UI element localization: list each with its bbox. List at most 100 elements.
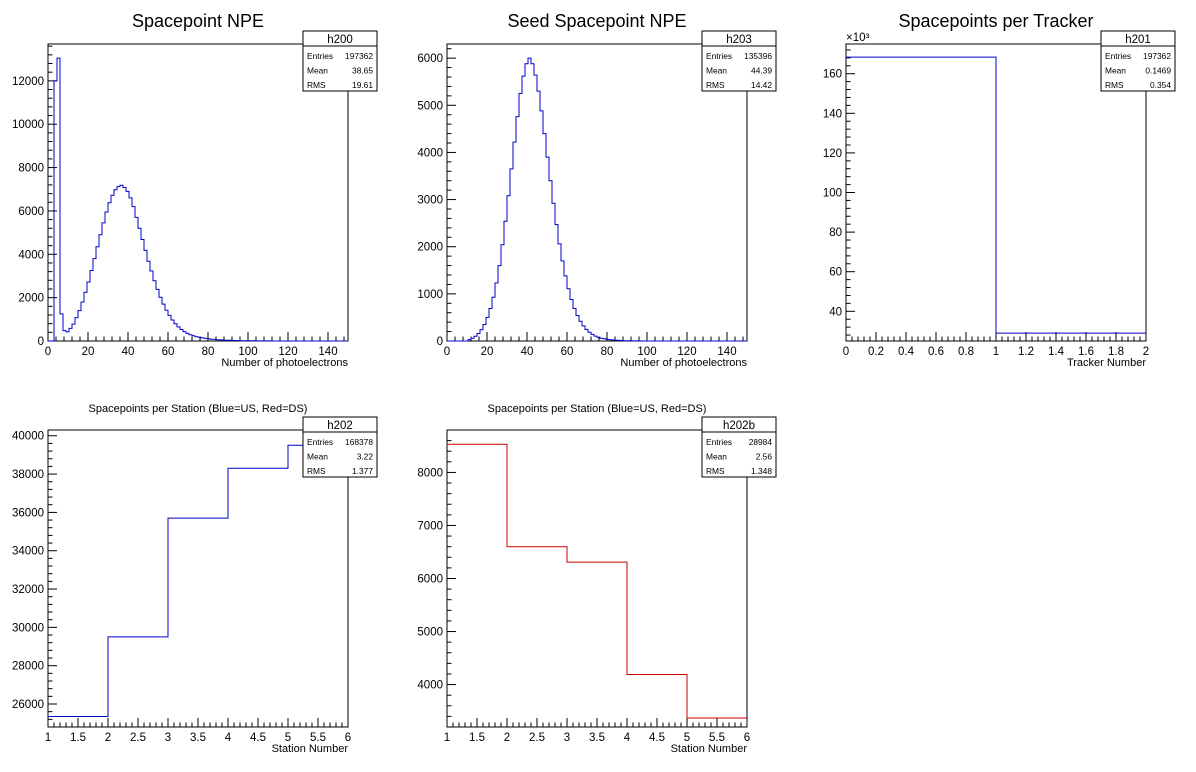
histogram-bin (219, 340, 222, 341)
x-tick-label: 6 (345, 732, 351, 744)
histogram-bin (228, 468, 288, 727)
x-tick-label: 60 (561, 346, 574, 358)
histogram-bin (474, 336, 477, 341)
histogram-bin (126, 191, 129, 341)
histogram-bin (231, 340, 234, 341)
histogram-bin (288, 445, 348, 727)
x-tick-label: 5.5 (709, 732, 725, 744)
histogram-bin (561, 261, 564, 341)
histogram-bin (114, 190, 117, 341)
histogram-bin (612, 340, 615, 341)
histogram-bin (546, 157, 549, 341)
x-axis-label: Number of photoelectrons (620, 357, 747, 369)
histogram-bin (90, 271, 93, 341)
y-tick-label: 32000 (12, 584, 44, 596)
histogram-bin (108, 203, 111, 341)
stats-label-entries: Entries (1105, 51, 1131, 61)
histogram-bin (210, 339, 213, 341)
histogram-line (447, 443, 747, 719)
x-axis-label: Station Number (272, 743, 349, 755)
stats-value-entries: 135396 (744, 51, 772, 61)
stats-value-entries: 28984 (749, 437, 773, 447)
histogram-bin (447, 444, 507, 727)
stats-label-mean: Mean (307, 452, 328, 462)
histogram-bin (543, 134, 546, 341)
histogram-bin (579, 321, 582, 341)
x-tick-label: 20 (481, 346, 494, 358)
y-tick-label: 2000 (18, 293, 44, 305)
x-tick-label: 60 (162, 346, 175, 358)
stats-label-entries: Entries (307, 51, 333, 61)
stats-name: h202b (723, 420, 755, 432)
stats-value-rms: 1.348 (751, 466, 772, 476)
histogram-bin (189, 335, 192, 341)
x-tick-label: 100 (637, 346, 656, 358)
histogram-bin (57, 58, 60, 341)
y-tick-label: 4000 (18, 249, 44, 261)
x-tick-label: 0.2 (868, 346, 884, 358)
histogram-bin (195, 337, 198, 341)
histogram-bin (144, 250, 147, 341)
histogram-bin (513, 142, 516, 341)
x-tick-label: 6 (744, 732, 750, 744)
x-tick-label: 120 (278, 346, 297, 358)
stats-label-entries: Entries (706, 51, 732, 61)
stats-value-mean: 44.39 (751, 66, 772, 76)
histogram-bin (609, 340, 612, 341)
histogram-bin (102, 223, 105, 341)
histogram-bin (69, 328, 72, 341)
histogram-bin (177, 327, 180, 341)
histogram-bin (60, 314, 63, 341)
histogram-bin (846, 57, 996, 341)
histogram-bin (495, 283, 498, 341)
histogram-bin (591, 334, 594, 341)
histogram-bin (228, 340, 231, 341)
y-tick-label: 4000 (417, 147, 443, 159)
panel-h201: Spacepoints per Tracker 0 0.2 0.4 0.6 0.8 1 1.2… (823, 11, 1176, 369)
stats-box: h203 Entries 135396 Mean 44.39 RMS 14.42 (701, 30, 777, 92)
y-tick-label: 8000 (417, 467, 443, 479)
y-tick-label: 120 (823, 148, 842, 160)
histogram-bin (582, 326, 585, 341)
histogram-bin (201, 338, 204, 341)
stats-label-rms: RMS (307, 466, 326, 476)
panel-h203: Seed Spacepoint NPE 0 20 40 60 80 100 120 140 0 10… (417, 11, 777, 369)
histogram-bin (483, 325, 486, 342)
x-tick-label: 80 (601, 346, 614, 358)
histogram-bin (138, 228, 141, 341)
x-axis-label: Station Number (671, 743, 748, 755)
y-tick-label: 38000 (12, 469, 44, 481)
histogram-bin (93, 259, 96, 341)
histogram-bin (522, 76, 525, 341)
y-exponent-label: ×10³ (846, 32, 870, 44)
x-tick-label: 40 (521, 346, 534, 358)
chart-title: Spacepoint NPE (132, 11, 264, 31)
x-tick-label: 0.6 (928, 346, 944, 358)
histogram-bin (81, 302, 84, 341)
histogram-bin (96, 247, 99, 341)
histogram-bin (516, 117, 519, 341)
x-tick-label: 4 (624, 732, 631, 744)
histogram-bin (498, 266, 501, 341)
stats-value-rms: 0.354 (1150, 80, 1171, 90)
stats-label-rms: RMS (706, 466, 725, 476)
y-tick-label: 10000 (12, 119, 44, 131)
x-tick-label: 3 (564, 732, 570, 744)
y-tick-label: 0 (38, 336, 44, 348)
histogram-bin (558, 244, 561, 341)
histogram-bin (180, 330, 183, 341)
stats-value-mean: 0.1469 (1145, 66, 1171, 76)
stats-name: h203 (726, 34, 752, 46)
stats-box: h202 Entries 168378 Mean 3.22 RMS 1.377 (302, 416, 378, 478)
x-tick-label: 2 (1143, 346, 1149, 358)
y-tick-label: 40 (829, 306, 842, 318)
histogram-bin (111, 195, 114, 341)
x-tick-label: 2.5 (130, 732, 146, 744)
histogram-bin (597, 337, 600, 341)
histogram-bin (123, 188, 126, 341)
y-tick-label: 1000 (417, 289, 443, 301)
stats-box: h201 Entries 197362 Mean 0.1469 RMS 0.354 (1100, 30, 1176, 92)
stats-label-rms: RMS (706, 80, 725, 90)
histogram-bin (105, 212, 108, 341)
